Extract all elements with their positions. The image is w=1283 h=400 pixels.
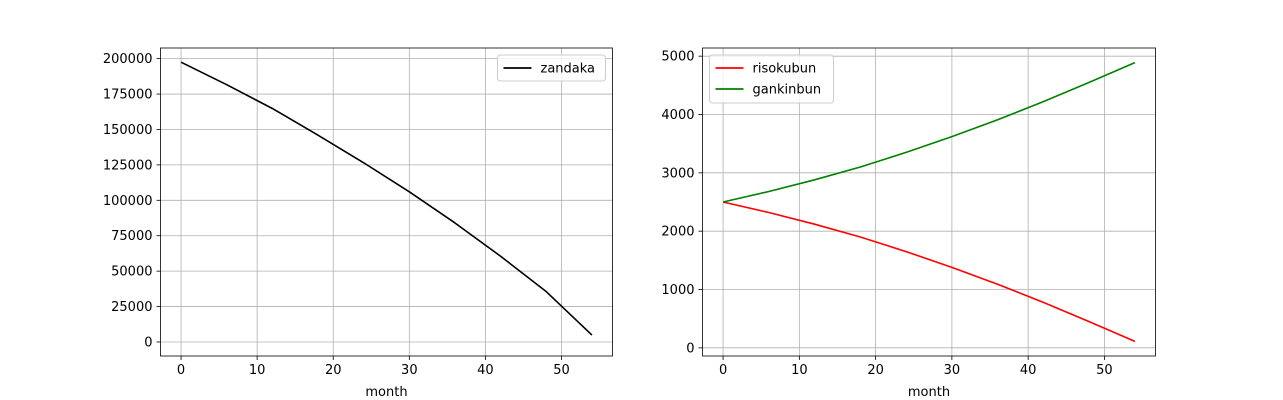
- legend: risokubun gankinbun: [709, 54, 834, 104]
- legend-label-gankinbun: gankinbun: [753, 83, 822, 98]
- x-tick-label: 30: [401, 363, 418, 378]
- legend: zandaka: [497, 54, 606, 82]
- x-tick-label: 20: [325, 363, 342, 378]
- x-tick-label: 50: [553, 363, 570, 378]
- x-tick-label: 40: [1020, 363, 1037, 378]
- y-tick-label: 150000: [103, 123, 153, 138]
- y-tick-label: 3000: [661, 166, 694, 181]
- series-line-zandaka: [180, 61, 593, 336]
- payment-breakdown-chart: 0 10 20 30 40 50 0 1000 2000 3000 4000 5000 month ris…: [661, 47, 1156, 400]
- x-tick-label: 50: [1096, 363, 1113, 378]
- y-tick-label: 4000: [661, 108, 694, 123]
- x-tick-label: 20: [867, 363, 884, 378]
- y-tick-label: 175000: [103, 88, 153, 103]
- series-line-risokubun: [722, 201, 1136, 343]
- y-tick-label: 1000: [661, 283, 694, 298]
- y-tick-label: 50000: [111, 265, 152, 280]
- y-tick-label: 2000: [661, 225, 694, 240]
- legend-label-zandaka: zandaka: [541, 62, 596, 77]
- legend-box: [709, 54, 834, 104]
- y-tick-label: 100000: [103, 194, 153, 209]
- balance-chart: 0 10 20 30 40 50 0 25000 50000 75000 100000 125000 1…: [103, 47, 613, 400]
- x-tick-label: 0: [719, 363, 727, 378]
- y-tick-label: 5000: [661, 50, 694, 65]
- x-tick-label: 0: [177, 363, 185, 378]
- plot-frame: [160, 47, 613, 357]
- y-tick-label: 75000: [111, 229, 152, 244]
- x-axis-label: month: [365, 385, 407, 400]
- plot-frame: [702, 47, 1156, 357]
- legend-box: [497, 54, 606, 82]
- y-tick-label: 25000: [111, 300, 152, 315]
- x-tick-label: 10: [791, 363, 808, 378]
- x-tick-label: 30: [944, 363, 961, 378]
- x-tick-label: 40: [477, 363, 494, 378]
- series-line-gankinbun: [722, 61, 1136, 203]
- y-tick-label: 0: [686, 341, 694, 356]
- legend-label-risokubun: risokubun: [753, 62, 817, 77]
- y-tick-label: 200000: [103, 52, 153, 67]
- y-tick-label: 125000: [103, 158, 153, 173]
- y-tick-label: 0: [144, 335, 152, 350]
- x-tick-label: 10: [249, 363, 266, 378]
- x-axis-label: month: [908, 385, 950, 400]
